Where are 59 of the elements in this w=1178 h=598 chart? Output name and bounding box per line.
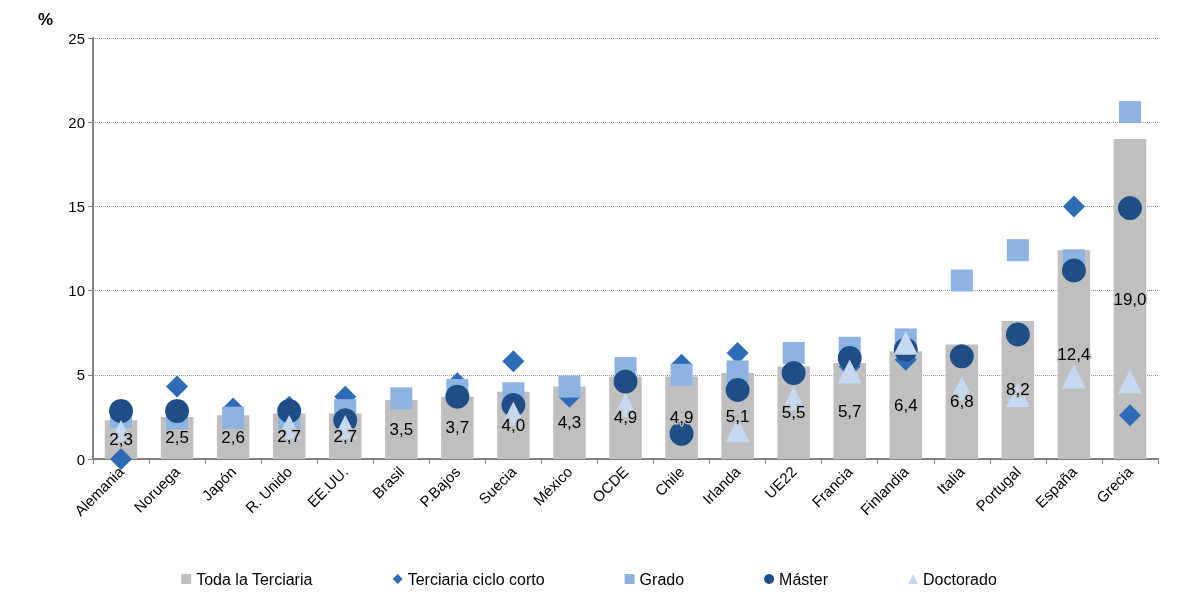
- point: [1061, 364, 1086, 389]
- data-label: 5,5: [781, 403, 806, 423]
- point: [1062, 195, 1085, 218]
- y-tick-label: 25: [68, 29, 85, 47]
- data-label: 5,7: [837, 401, 862, 421]
- point: [725, 377, 750, 402]
- point: [445, 384, 470, 409]
- point: [837, 359, 862, 384]
- legend-label: Doctorado: [922, 570, 997, 588]
- legend-label: Máster: [779, 570, 829, 588]
- point: [950, 269, 973, 292]
- point: [949, 344, 974, 369]
- point: [222, 406, 245, 429]
- point: [1118, 196, 1142, 221]
- legend-label: Grado: [639, 570, 685, 588]
- point: [165, 399, 190, 423]
- y-tick-label: 15: [68, 197, 85, 215]
- y-tick-label: 0: [76, 450, 85, 468]
- data-label: 6,4: [893, 395, 918, 415]
- data-label: 5,1: [725, 406, 750, 426]
- point: [1118, 404, 1141, 427]
- y-tick-label: 5: [76, 366, 85, 384]
- point: [166, 375, 189, 398]
- data-label: 19,0: [1113, 289, 1147, 309]
- point: [1118, 101, 1141, 124]
- point: [613, 369, 638, 394]
- data-label: 2,7: [277, 426, 301, 446]
- data-label: 4,3: [557, 413, 582, 433]
- data-label: 8,2: [1006, 380, 1030, 400]
- data-label: 4,9: [613, 408, 638, 428]
- point: [670, 363, 693, 386]
- data-label: 2,5: [165, 428, 189, 448]
- data-label: 2,7: [333, 426, 358, 446]
- data-label: 2,3: [109, 430, 133, 450]
- data-label: 2,6: [221, 427, 245, 447]
- point: [782, 341, 805, 364]
- point: [1061, 258, 1086, 283]
- data-label: 12,4: [1057, 345, 1091, 365]
- legend-label: Toda la Terciaria: [196, 570, 313, 588]
- point: [781, 361, 806, 386]
- point: [1117, 369, 1142, 394]
- data-label: 6,8: [950, 392, 974, 412]
- x-tick-label: Italia: [933, 462, 969, 498]
- legend-label: Terciaria ciclo corto: [407, 570, 545, 588]
- point: [1006, 239, 1029, 262]
- point: [390, 387, 413, 410]
- point: [1005, 322, 1030, 347]
- data-label: 3,5: [389, 420, 414, 440]
- data-label: 4,0: [501, 415, 526, 435]
- point: [502, 350, 525, 373]
- point: [109, 399, 134, 423]
- data-label: 3,7: [445, 418, 470, 438]
- point: [277, 399, 302, 423]
- y-tick-label: 10: [68, 282, 85, 300]
- data-label: 4,9: [669, 408, 694, 428]
- y-tick-label: 20: [68, 113, 85, 131]
- point: [110, 448, 133, 470]
- point: [558, 375, 581, 398]
- y-axis-title: %: [37, 10, 53, 29]
